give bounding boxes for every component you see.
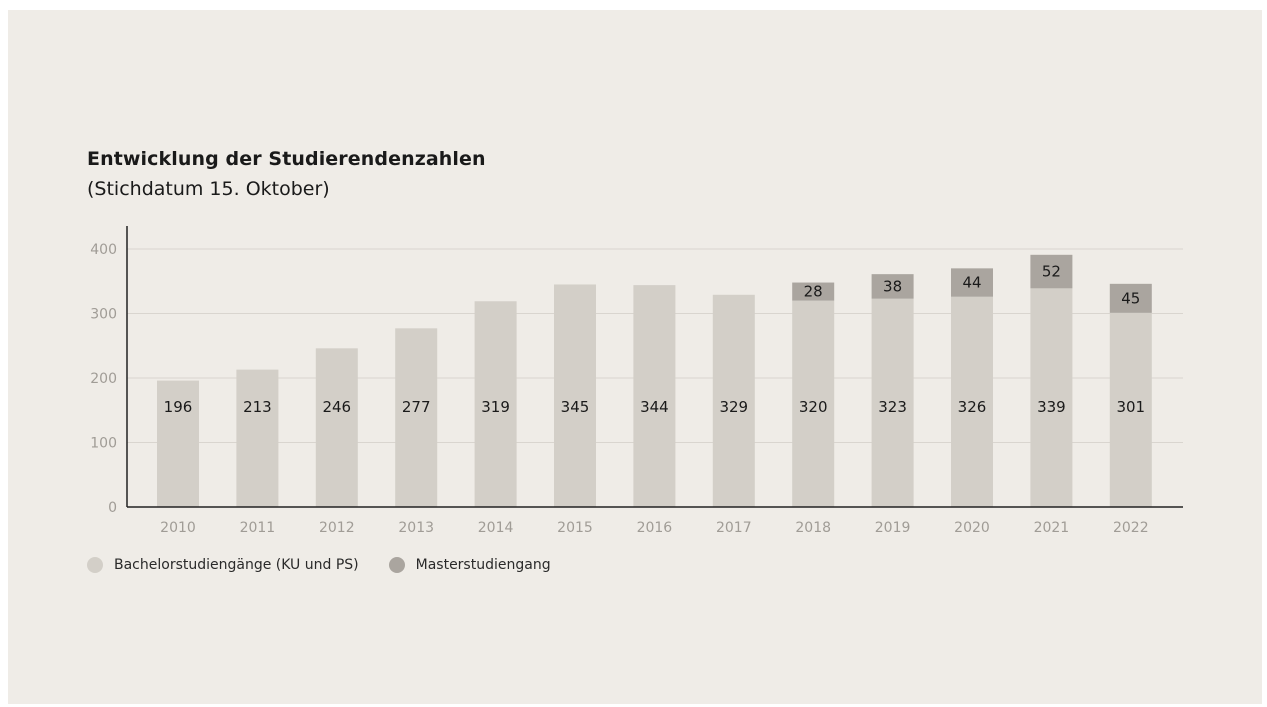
bars: 196 213 246 277 319 345 344 329 320 28 323 38 326 44 3… — [157, 254, 1152, 507]
data-label-bachelor-2021: 339 — [1037, 398, 1066, 416]
data-label-bachelor-2022: 301 — [1116, 398, 1145, 416]
data-label-bachelor-2019: 323 — [878, 398, 907, 416]
bar-master-2020 — [951, 268, 993, 297]
bar-bachelor-2017 — [712, 294, 755, 507]
data-label-bachelor-2018: 320 — [799, 398, 828, 416]
data-label-bachelor-2012: 246 — [322, 398, 351, 416]
data-label-bachelor-2011: 213 — [243, 398, 272, 416]
x-tick-label-2021: 2021 — [1034, 520, 1070, 536]
data-label-bachelor-2016: 344 — [640, 398, 669, 416]
legend-label-bachelor: Bachelorstudiengänge (KU und PS) — [114, 557, 359, 573]
x-tick-label-2015: 2015 — [557, 520, 593, 536]
y-tick-label: 400 — [90, 242, 117, 258]
data-label-bachelor-2010: 196 — [164, 398, 193, 416]
bar-master-2021 — [1030, 254, 1073, 289]
bar-bachelor-2020 — [951, 296, 993, 507]
bar-master-2022 — [1109, 283, 1152, 313]
bar-bachelor-2012 — [315, 348, 358, 507]
x-tick-label-2010: 2010 — [160, 520, 196, 536]
y-axis-tick-labels: 0 100 200 300 400 — [90, 242, 117, 516]
data-label-master-2018: 28 — [804, 283, 823, 301]
bar-bachelor-2010 — [157, 380, 199, 507]
y-tick-label: 200 — [90, 371, 117, 387]
y-tick-label: 0 — [108, 500, 117, 516]
bar-bachelor-2013 — [395, 328, 438, 507]
bar-bachelor-2014 — [474, 301, 517, 507]
x-tick-label-2022: 2022 — [1113, 520, 1149, 536]
x-tick-label-2011: 2011 — [240, 520, 276, 536]
legend-item-bachelor: Bachelorstudiengänge (KU und PS) — [87, 557, 359, 573]
legend-swatch-bachelor — [87, 557, 103, 573]
x-tick-label-2020: 2020 — [954, 520, 990, 536]
x-tick-label-2014: 2014 — [478, 520, 514, 536]
data-label-bachelor-2017: 329 — [719, 398, 748, 416]
data-label-master-2020: 44 — [962, 274, 981, 292]
y-tick-label: 100 — [90, 436, 117, 452]
legend-swatch-master — [388, 557, 405, 573]
x-tick-label-2012: 2012 — [319, 520, 355, 536]
bar-bachelor-2016 — [633, 285, 676, 507]
data-label-master-2021: 52 — [1042, 263, 1061, 281]
bar-bachelor-2015 — [554, 284, 596, 507]
data-label-bachelor-2015: 345 — [561, 398, 590, 416]
data-label-bachelor-2014: 319 — [481, 398, 510, 416]
x-tick-label-2018: 2018 — [795, 520, 831, 536]
legend: Bachelorstudiengänge (KU und PS) Masters… — [87, 557, 581, 573]
bar-bachelor-2021 — [1030, 288, 1073, 507]
chart-subtitle: (Stichdatum 15. Oktober) — [87, 178, 330, 200]
legend-label-master: Masterstudiengang — [415, 557, 551, 573]
data-label-bachelor-2013: 277 — [402, 398, 431, 416]
x-tick-label-2019: 2019 — [875, 520, 911, 536]
y-tick-label: 300 — [90, 307, 117, 323]
bar-bachelor-2018 — [792, 300, 835, 507]
x-tick-label-2017: 2017 — [716, 520, 752, 536]
x-tick-label-2016: 2016 — [637, 520, 673, 536]
bar-bachelor-2022 — [1109, 312, 1152, 507]
x-tick-label-2013: 2013 — [398, 520, 434, 536]
data-label-master-2022: 45 — [1121, 289, 1140, 307]
data-label-bachelor-2020: 326 — [958, 398, 987, 416]
data-label-master-2019: 38 — [883, 277, 902, 295]
bar-bachelor-2019 — [871, 298, 914, 507]
legend-item-master: Masterstudiengang — [388, 557, 551, 573]
bar-master-2018 — [792, 282, 835, 301]
bar-master-2019 — [871, 274, 914, 299]
bar-bachelor-2011 — [236, 369, 279, 507]
chart-title: Entwicklung der Studierendenzahlen — [87, 148, 486, 170]
x-axis-tick-labels: 2010 2011 2012 2013 2014 2015 2016 2017 2018 2019… — [160, 520, 1148, 536]
